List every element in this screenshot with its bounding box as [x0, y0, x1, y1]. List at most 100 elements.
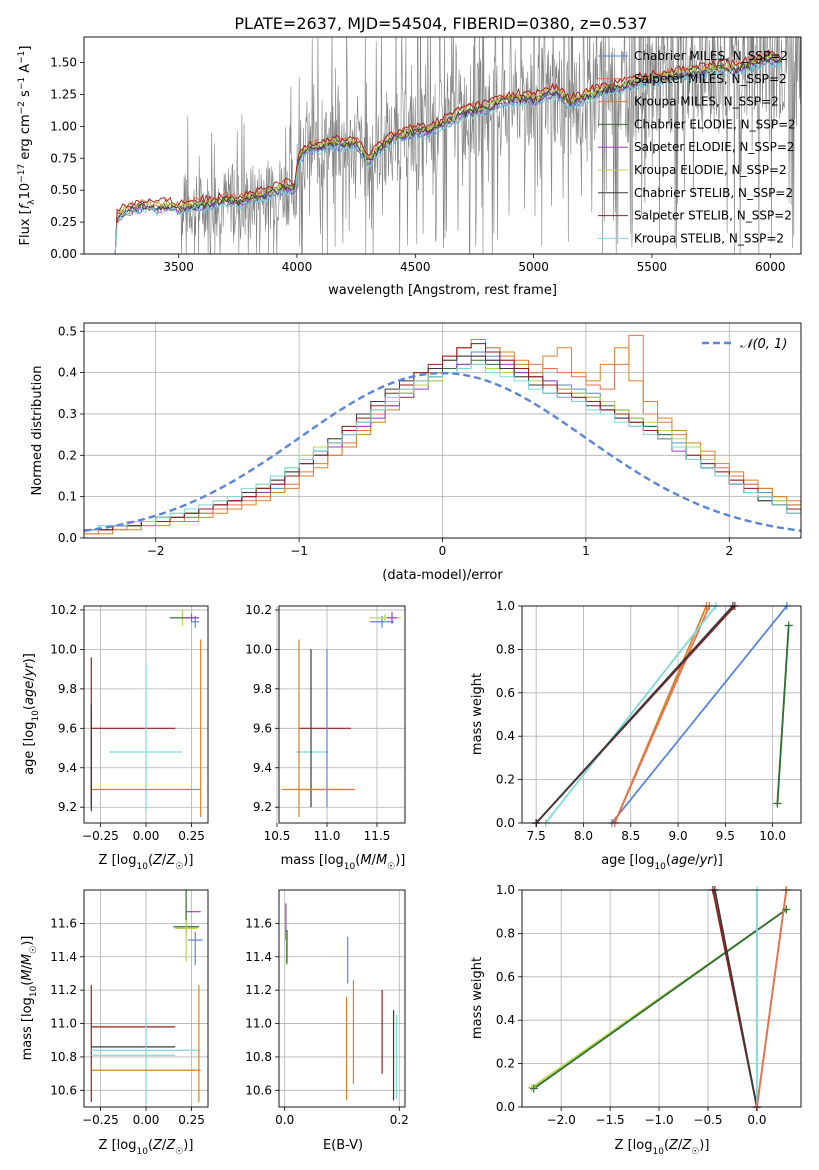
y-tick-label: 9.4 [58, 761, 77, 775]
mass_vs_Z-y-axis-label: mass [log10(M/M☉)] [20, 936, 39, 1061]
x-tick-label: −2.0 [547, 1113, 576, 1127]
legend-label-salpeter_stelib: Salpeter STELIB, N_SSP=2 [634, 209, 792, 223]
x-tick-label: 5000 [518, 260, 549, 274]
y-tick-label: 9.8 [58, 682, 77, 696]
x-tick-label: 8.5 [621, 829, 640, 843]
spectrum-legend: Chabrier MILES, N_SSP=2 Salpeter MILES, N… [598, 49, 796, 245]
x-tick-label: 8.0 [574, 829, 593, 843]
y-tick-label: 10.2 [50, 603, 77, 617]
panel-mass_weight_vs_age: 7.5 8.0 8.5 9.0 9.5 10.0 0.0 0.2 0.4 0.6 0.8 1.0 age… [470, 599, 802, 872]
y-tick-label: 10.0 [50, 642, 77, 656]
y-tick-label: 0.2 [496, 1057, 515, 1071]
model-spectrum-kroupa_elodie [107, 52, 782, 254]
figure-title: PLATE=2637, MJD=54504, FIBERID=0380, z=0… [234, 14, 647, 33]
axes-frame [278, 889, 406, 1108]
spectrum-plot-area [107, 37, 801, 254]
y-tick-label: 10.6 [245, 1083, 272, 1097]
y-tick-label: 0.6 [496, 686, 515, 700]
y-tick-label: 10.8 [50, 1050, 77, 1064]
gaussian-curve [84, 371, 801, 532]
x-tick-label: 11.5 [364, 829, 391, 843]
y-tick-label: 10.0 [245, 642, 272, 656]
y-tick-label: 9.8 [253, 682, 272, 696]
axes-frame [521, 889, 802, 1108]
x-tick-label: 0 [439, 544, 447, 558]
mass_weight_vs_age-x-axis-label: age [log10(age/yr)] [601, 853, 723, 872]
y-tick-label: 1.00 [50, 119, 77, 133]
legend-label-chabrier_miles: Chabrier MILES, N_SSP=2 [634, 49, 788, 63]
x-tick-label: 9.5 [716, 829, 735, 843]
age_vs_mass-plot-area [282, 611, 401, 818]
y-tick-label: 0.00 [50, 247, 77, 261]
y-tick-label: 11.0 [50, 1017, 77, 1031]
legend-label-salpeter_elodie: Salpeter ELODIE, N_SSP=2 [634, 140, 795, 154]
y-tick-label: 0.0 [496, 816, 515, 830]
y-tick-label: 11.2 [245, 983, 272, 997]
y-tick-label: 0.8 [496, 926, 515, 940]
series-line-chabrier_miles [611, 606, 788, 823]
model-spectrum-chabrier_stelib [107, 57, 782, 254]
y-tick-label: 10.6 [50, 1083, 77, 1097]
y-tick-label: 11.4 [245, 950, 272, 964]
mass_vs_ebv-plot-area [285, 903, 398, 1101]
panel-spectrum: 3500 4000 4500 5000 5500 6000 0.00 0.25 0.50 0.75… [17, 36, 802, 298]
y-tick-label: 1.25 [50, 87, 77, 101]
x-tick-label: 0.2 [390, 1113, 409, 1127]
y-tick-label: 0.4 [496, 1013, 515, 1027]
panel-age_vs_mass: 10.5 11.0 11.5 9.2 9.4 9.6 9.8 10.0 10.2 mass [lo… [245, 603, 406, 872]
x-tick-label: 7.5 [527, 829, 546, 843]
x-tick-label: 0.00 [133, 829, 160, 843]
mass_vs_Z-plot-area [90, 890, 203, 1104]
age_vs_mass-x-axis-label: mass [log10(M/M☉)] [281, 853, 406, 872]
y-tick-label: 10.8 [245, 1050, 272, 1064]
mass_weight_vs_age-y-axis-label: mass weight [470, 673, 485, 755]
y-tick-label: 0.8 [496, 642, 515, 656]
y-tick-label: 0.75 [50, 151, 77, 165]
y-tick-label: 9.6 [58, 721, 77, 735]
legend-label-chabrier_stelib: Chabrier STELIB, N_SSP=2 [634, 186, 793, 200]
age_vs_mass-grid [276, 606, 405, 823]
x-tick-label: 4000 [282, 260, 313, 274]
x-tick-label: 0.0 [275, 1113, 294, 1127]
panel-mass_weight_vs_Z: −2.0 −1.5 −1.0 −0.5 0.0 0.0 0.2 0.4 0.6 0.8 1.0 Z [… [470, 883, 802, 1157]
residuals-y-axis-label: Normed distribution [30, 366, 45, 496]
y-tick-label: 0.1 [58, 490, 77, 504]
mass_vs_Z-x-axis-label: Z [log10(Z/Z☉)] [99, 1138, 194, 1157]
panel-residuals: −2 −1 0 1 2 0.0 0.1 0.2 0.3 0.4 0.5 (data-model)/er… [30, 322, 802, 583]
x-tick-label: 4500 [400, 260, 431, 274]
residuals-x-axis-label: (data-model)/error [382, 568, 503, 583]
series-marker-kroupa_elodie [527, 1083, 536, 1092]
spectrum-x-axis-label: wavelength [Angstrom, rest frame] [328, 283, 557, 298]
legend-label-kroupa_stelib: Kroupa STELIB, N_SSP=2 [634, 231, 784, 245]
mass_vs_ebv-x-axis-label: E(B-V) [323, 1138, 363, 1153]
y-tick-label: 0.50 [50, 183, 77, 197]
x-tick-label: 5500 [637, 260, 668, 274]
y-tick-label: 0.0 [58, 531, 77, 545]
age_vs_Z-plot-area [90, 609, 202, 818]
y-tick-label: 0.4 [58, 366, 77, 380]
y-tick-label: 11.4 [50, 950, 77, 964]
x-tick-label: −0.5 [693, 1113, 722, 1127]
y-tick-label: 10.2 [245, 603, 272, 617]
x-tick-label: 10.0 [759, 829, 786, 843]
y-tick-label: 0.6 [496, 970, 515, 984]
panel-age_vs_Z: −0.25 0.00 0.25 9.2 9.4 9.6 9.8 10.0 10.2 Z [log1… [22, 603, 209, 872]
series-marker-chabrier_elodie [782, 905, 791, 914]
panel-mass_vs_ebv: 0.0 0.2 10.6 10.8 11.0 11.2 11.4 11.6 E(B-V) [245, 889, 409, 1153]
x-tick-label: −0.25 [82, 829, 119, 843]
series-marker-chabrier_elodie [773, 799, 782, 808]
y-tick-label: 0.2 [496, 773, 515, 787]
axes-frame [83, 889, 209, 1108]
x-tick-label: −0.25 [82, 1113, 119, 1127]
x-tick-label: −1.0 [644, 1113, 673, 1127]
x-tick-label: 10.5 [264, 829, 291, 843]
series-line-chabrier_elodie [776, 625, 790, 804]
series-line-chabrier_stelib [535, 606, 734, 823]
residuals-legend: 𝒩(0, 1) [702, 337, 787, 352]
x-tick-label: 0.25 [178, 829, 205, 843]
x-tick-label: −2 [147, 544, 165, 558]
axes-frame [83, 322, 802, 539]
mass_weight_vs_Z-x-axis-label: Z [log10(Z/Z☉)] [615, 1138, 710, 1157]
y-tick-label: 1.50 [50, 56, 77, 70]
